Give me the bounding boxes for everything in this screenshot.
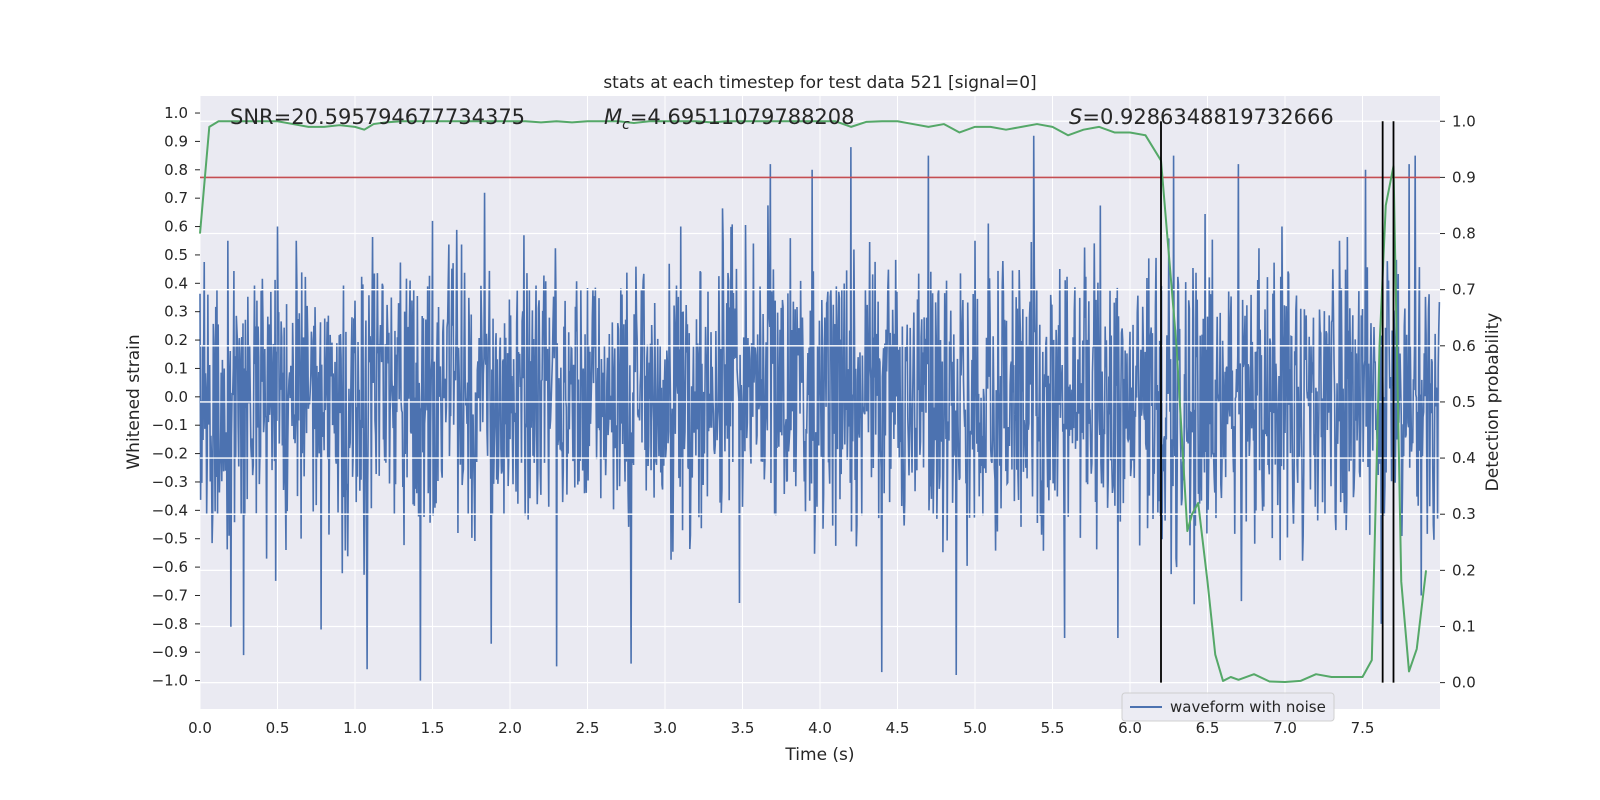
- chirp-mass-value: =4.69511079788208: [630, 105, 855, 129]
- x-tick-label: 1.0: [343, 719, 367, 737]
- y-tick-label: 0.9: [164, 132, 188, 150]
- y-tick-label: −1.0: [152, 672, 188, 690]
- s-statistic-value: =0.9286348819732666: [1082, 105, 1333, 129]
- x-tick-label: 5.5: [1041, 719, 1065, 737]
- x-tick-label: 4.0: [808, 719, 832, 737]
- x-tick-label: 3.0: [653, 719, 677, 737]
- y-tick-label: −0.4: [152, 501, 188, 519]
- y2-tick-label: 0.3: [1452, 505, 1476, 523]
- snr-annotation: SNR=20.595794677734375: [230, 105, 525, 129]
- x-tick-label: 0.0: [188, 719, 212, 737]
- x-tick-label: 6.0: [1118, 719, 1142, 737]
- y-tick-label: 0.3: [164, 303, 188, 321]
- y-tick-label: 0.8: [164, 161, 188, 179]
- legend-waveform-label: waveform with noise: [1170, 698, 1326, 716]
- axes-text: 0.0 0.5 1.0 1.5 2.0 2.5 3.0 3.5 4.0 4.5 5.0 5.5 6.0 6…: [152, 104, 1476, 737]
- legend: waveform with noise: [1121, 692, 1335, 722]
- x-tick-label: 2.5: [576, 719, 600, 737]
- y-tick-label: 0.7: [164, 189, 188, 207]
- y2-tick-label: 0.5: [1452, 393, 1476, 411]
- y2-tick-label: 0.7: [1452, 281, 1476, 299]
- chart-title: stats at each timestep for test data 521…: [603, 73, 1036, 93]
- y-tick-label: 0.1: [164, 359, 188, 377]
- y2-axis-label: Detection probability: [1483, 313, 1503, 492]
- x-tick-label: 7.0: [1273, 719, 1297, 737]
- chirp-mass-annotation: Mc=4.69511079788208: [604, 105, 855, 133]
- y-tick-label: −0.1: [152, 416, 188, 434]
- y-tick-label: −0.9: [152, 643, 188, 661]
- waveform-line: [199, 135, 1441, 681]
- y2-tick-label: 0.1: [1452, 617, 1476, 635]
- legend-box: [1121, 692, 1335, 722]
- x-tick-label: 6.5: [1196, 719, 1220, 737]
- y-tick-label: 0.6: [164, 218, 188, 236]
- y2-tick-label: 0.4: [1452, 449, 1476, 467]
- chirp-mass-subscript: c: [622, 117, 630, 133]
- y-tick-label: 0.4: [164, 274, 188, 292]
- y-tick-label: −0.8: [152, 615, 188, 633]
- probability-line: [199, 120, 1428, 684]
- y2-tick-label: 0.6: [1452, 337, 1476, 355]
- x-tick-label: 3.5: [731, 719, 755, 737]
- y-axis-label: Whitened strain: [124, 334, 144, 469]
- x-tick-label: 2.0: [498, 719, 522, 737]
- y2-tick-label: 0.2: [1452, 561, 1476, 579]
- waveform-series: [199, 135, 1441, 681]
- x-tick-label: 1.5: [421, 719, 445, 737]
- chirp-mass-symbol: M: [604, 105, 622, 129]
- y-tick-label: 0.5: [164, 246, 188, 264]
- y-tick-label: 1.0: [164, 104, 188, 122]
- y-tick-label: −0.7: [152, 586, 188, 604]
- overlay-layer: [199, 120, 1440, 684]
- x-axis-label: Time (s): [784, 745, 854, 765]
- x-tick-label: 5.0: [963, 719, 987, 737]
- y2-tick-label: 0.9: [1452, 168, 1476, 186]
- y-tick-label: 0.2: [164, 331, 188, 349]
- y-tick-label: −0.3: [152, 473, 188, 491]
- y-tick-label: 0.0: [164, 388, 188, 406]
- y2-tick-label: 0.8: [1452, 225, 1476, 243]
- y-tick-label: −0.6: [152, 558, 188, 576]
- x-tick-label: 0.5: [266, 719, 290, 737]
- y-tick-label: −0.5: [152, 530, 188, 548]
- x-tick-label: 4.5: [886, 719, 910, 737]
- s-statistic-annotation: S=0.9286348819732666: [1069, 105, 1334, 129]
- y2-tick-label: 0.0: [1452, 674, 1476, 692]
- x-tick-label: 7.5: [1351, 719, 1375, 737]
- y-tick-label: −0.2: [152, 445, 188, 463]
- y2-tick-label: 1.0: [1452, 112, 1476, 130]
- s-statistic-symbol: S: [1069, 105, 1082, 129]
